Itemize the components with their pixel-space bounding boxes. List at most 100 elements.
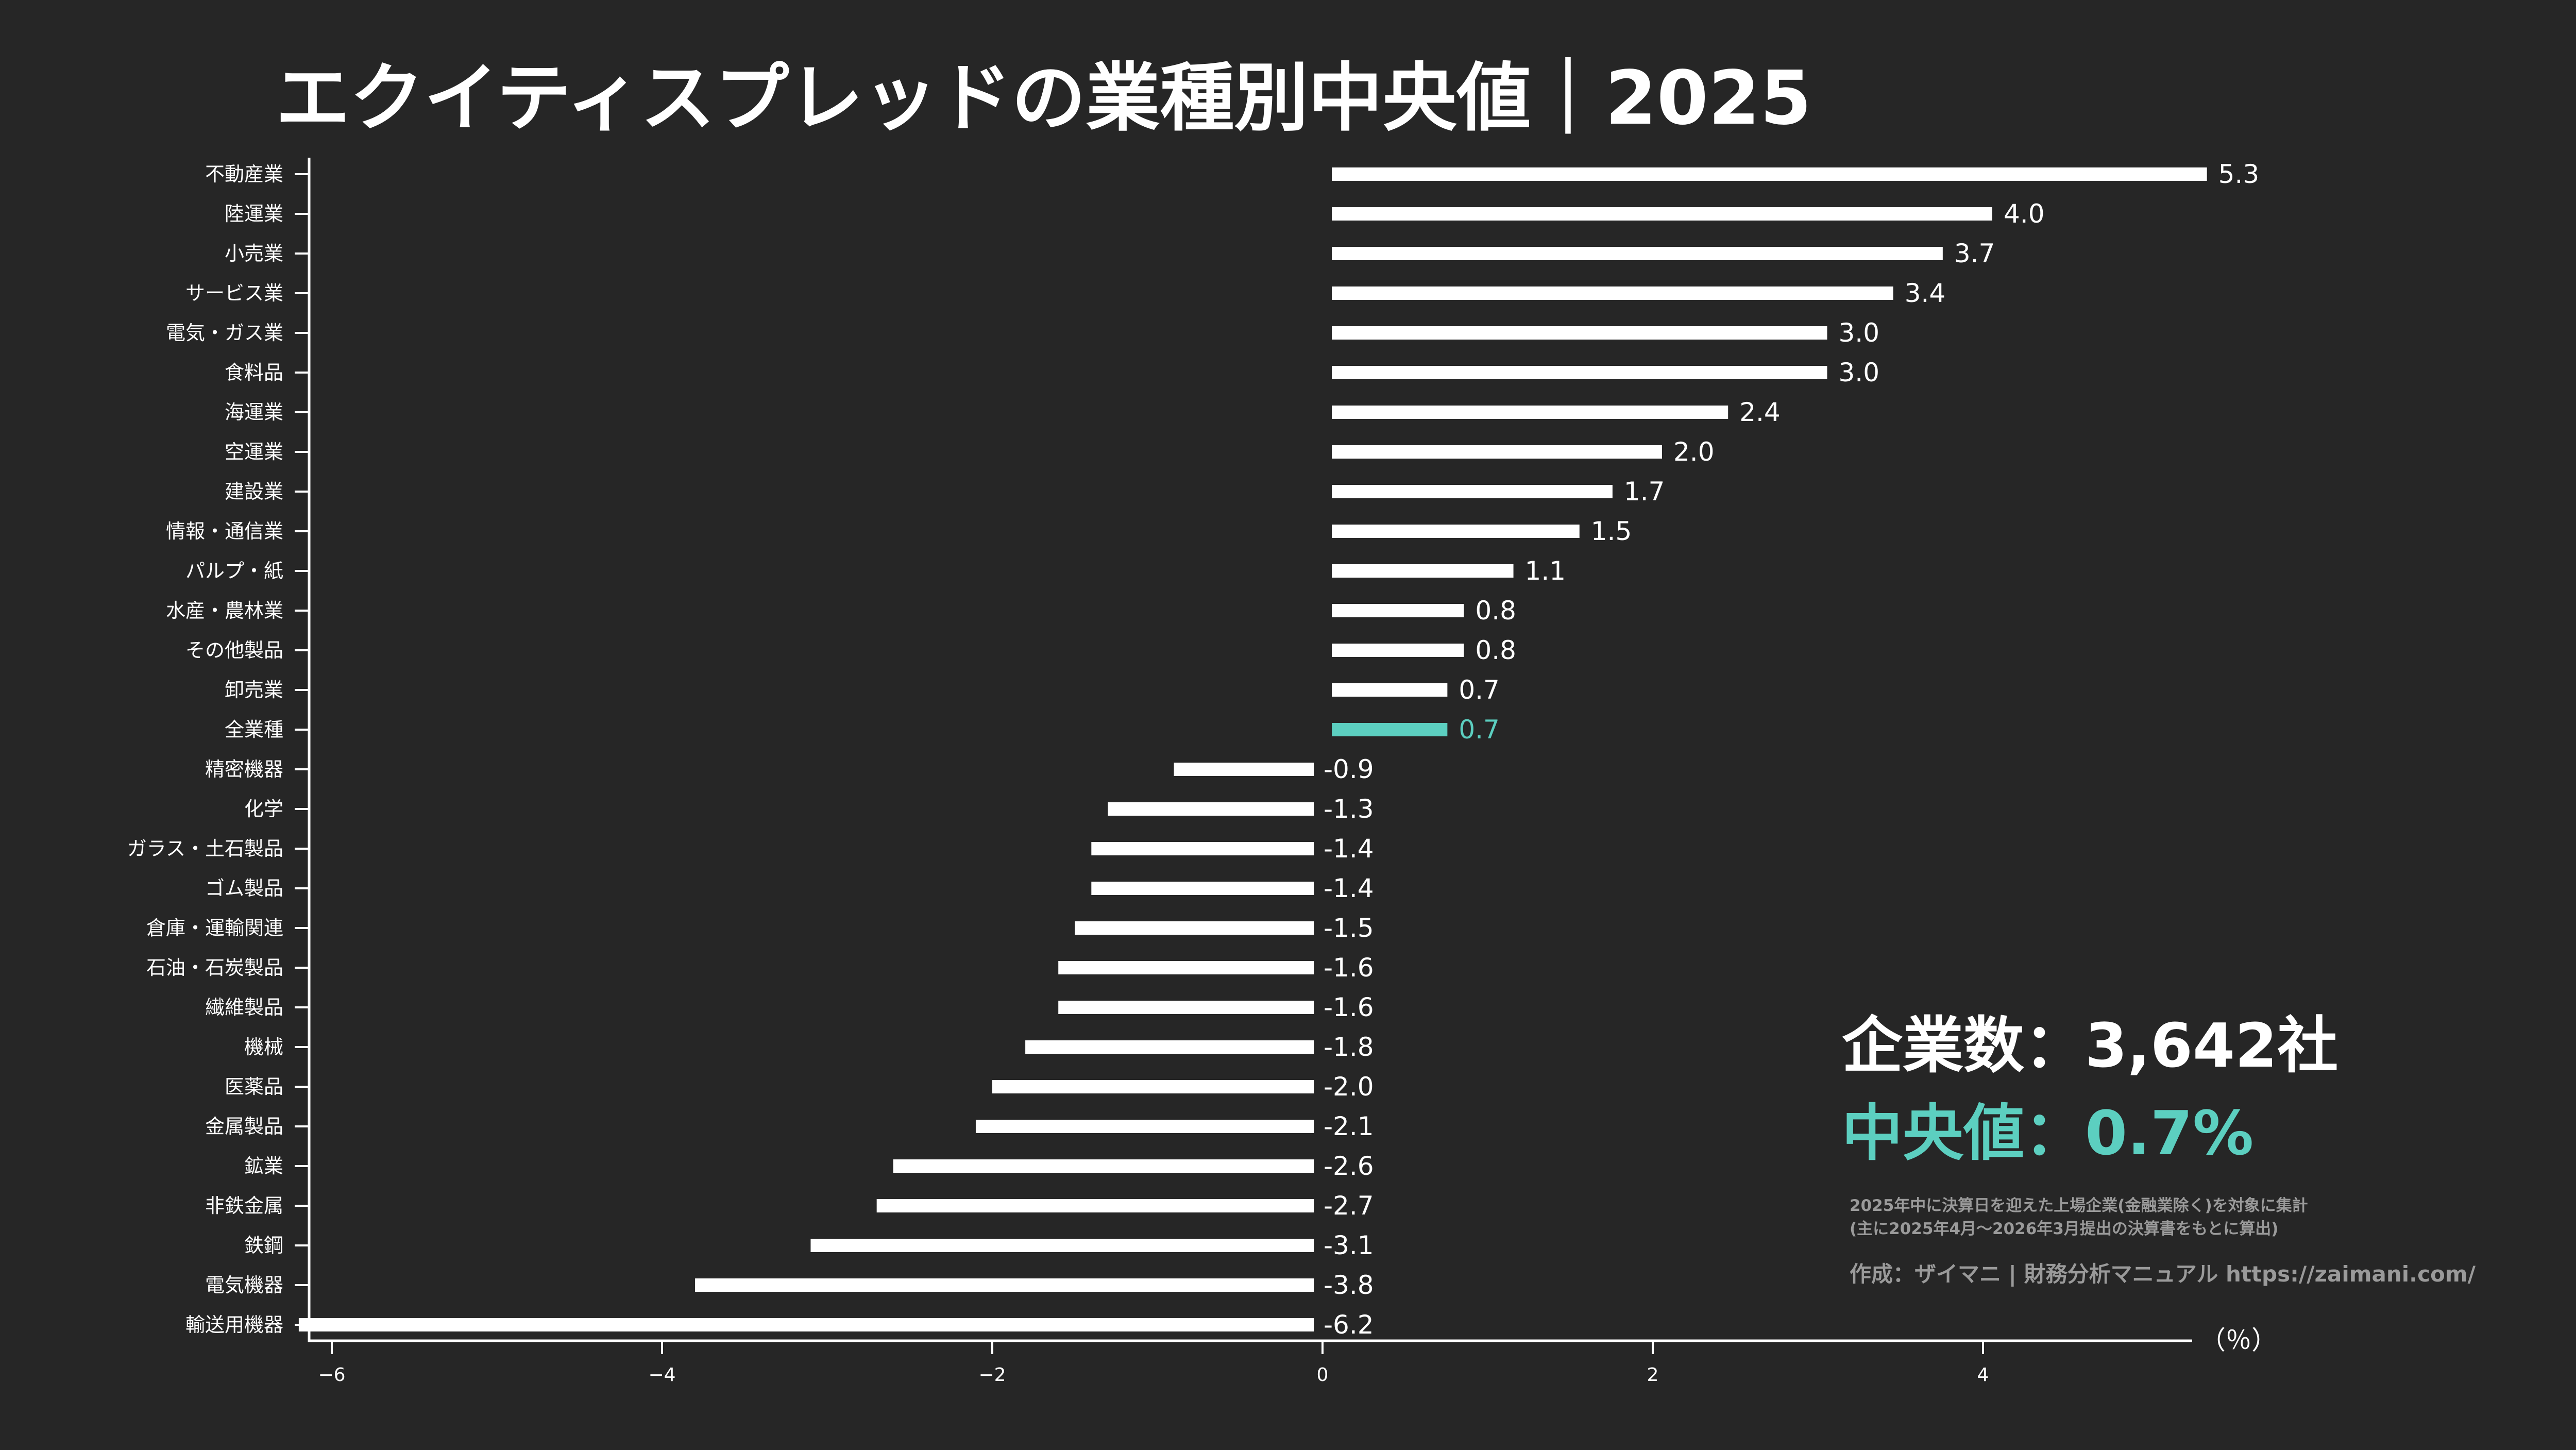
value-label: 3.7 bbox=[1954, 239, 1995, 268]
bar bbox=[893, 1159, 1314, 1173]
bar-row: 電気機器 -3.8 bbox=[205, 1270, 1374, 1300]
bar bbox=[1075, 921, 1314, 935]
bar bbox=[1108, 802, 1314, 816]
bar bbox=[975, 1120, 1314, 1133]
bar-row: その他製品 0.8 bbox=[185, 635, 1516, 665]
note-line-2: (主に2025年4月～2026年3月提出の決算書をもとに算出) bbox=[1850, 1220, 2278, 1238]
bar-row: 機械 -1.8 bbox=[244, 1032, 1374, 1062]
bar bbox=[1025, 1040, 1314, 1054]
x-tick-label: 0 bbox=[1317, 1364, 1329, 1386]
x-tick-label: −6 bbox=[318, 1364, 345, 1386]
bar bbox=[1332, 445, 1662, 459]
category-label: 医薬品 bbox=[225, 1075, 283, 1098]
value-label: 1.5 bbox=[1591, 516, 1632, 546]
value-label: -1.4 bbox=[1324, 834, 1374, 864]
value-label: 0.8 bbox=[1475, 596, 1516, 626]
value-label: -1.6 bbox=[1324, 992, 1374, 1022]
bar bbox=[1091, 842, 1314, 855]
bar bbox=[1332, 167, 2207, 181]
bar-row: 小売業 3.7 bbox=[225, 239, 1995, 268]
value-label: 0.8 bbox=[1475, 635, 1516, 665]
value-label: 2.4 bbox=[1739, 397, 1781, 427]
bar-row: 鉄鋼 -3.1 bbox=[244, 1230, 1374, 1260]
value-label: 4.0 bbox=[2004, 199, 2045, 229]
category-label: 陸運業 bbox=[225, 203, 283, 225]
bar-row: 食料品 3.0 bbox=[225, 358, 1879, 387]
median-value: 中央値：0.7% bbox=[1842, 1098, 2253, 1169]
value-label: -1.5 bbox=[1324, 913, 1374, 943]
bar-row: 輸送用機器 -6.2 bbox=[185, 1310, 1374, 1340]
bar bbox=[298, 1318, 1314, 1331]
category-label: 石油・石炭製品 bbox=[146, 956, 283, 979]
bar bbox=[810, 1239, 1314, 1252]
note-line-1: 2025年中に決算日を迎えた上場企業(金融業除く)を対象に集計 bbox=[1850, 1196, 2308, 1215]
bar-row: 情報・通信業 1.5 bbox=[166, 516, 1632, 546]
category-label: 金属製品 bbox=[205, 1115, 283, 1138]
category-label: ゴム製品 bbox=[205, 877, 283, 900]
bar-row: 陸運業 4.0 bbox=[225, 199, 2045, 229]
bar bbox=[1332, 207, 1992, 221]
bar bbox=[876, 1199, 1314, 1212]
company-count: 企業数：3,642社 bbox=[1842, 1010, 2338, 1081]
category-label: 非鉄金属 bbox=[205, 1194, 283, 1217]
bar-row: 電気・ガス業 3.0 bbox=[166, 318, 1879, 348]
value-label: 3.0 bbox=[1839, 318, 1880, 348]
value-label: 1.7 bbox=[1624, 477, 1665, 507]
bar bbox=[695, 1278, 1314, 1292]
category-label: 機械 bbox=[244, 1036, 283, 1058]
category-label: 繊維製品 bbox=[205, 996, 283, 1019]
category-label: 電気・ガス業 bbox=[166, 322, 283, 344]
value-label: -1.4 bbox=[1324, 873, 1374, 903]
bar-row: 化学 -1.3 bbox=[244, 794, 1374, 824]
bar-row: 金属製品 -2.1 bbox=[205, 1111, 1374, 1141]
x-tick-label: −2 bbox=[978, 1364, 1006, 1386]
bar-row: サービス業 3.4 bbox=[185, 278, 1945, 308]
bar bbox=[1332, 326, 1827, 340]
bar bbox=[1332, 723, 1448, 736]
x-tick-label: −4 bbox=[648, 1364, 675, 1386]
category-label: サービス業 bbox=[185, 282, 283, 305]
bar bbox=[1058, 1001, 1314, 1014]
bar bbox=[1332, 286, 1893, 300]
bar-row: 繊維製品 -1.6 bbox=[205, 992, 1374, 1022]
bar-row: 精密機器 -0.9 bbox=[205, 754, 1374, 784]
bar-row: 医薬品 -2.0 bbox=[225, 1072, 1374, 1102]
bar bbox=[1058, 961, 1314, 974]
bar-row: ゴム製品 -1.4 bbox=[205, 873, 1374, 903]
bar-row: パルプ・紙 1.1 bbox=[185, 556, 1566, 586]
bar bbox=[1332, 525, 1580, 538]
value-label: -1.8 bbox=[1324, 1032, 1374, 1062]
bar bbox=[1332, 683, 1448, 697]
bar-row: ガラス・土石製品 -1.4 bbox=[127, 834, 1374, 864]
bar-row: 全業種 0.7 bbox=[225, 715, 1500, 745]
x-tick-label: 2 bbox=[1647, 1364, 1659, 1386]
bar-row: 海運業 2.4 bbox=[225, 397, 1781, 427]
value-label: -0.9 bbox=[1324, 754, 1374, 784]
category-label: 倉庫・運輸関連 bbox=[146, 917, 283, 939]
bar bbox=[1332, 564, 1514, 578]
value-label: -2.0 bbox=[1324, 1072, 1374, 1102]
bar-row: 卸売業 0.7 bbox=[225, 675, 1500, 705]
category-label: 小売業 bbox=[225, 242, 283, 265]
value-label: -3.1 bbox=[1324, 1230, 1374, 1260]
category-label: 卸売業 bbox=[225, 679, 283, 701]
value-label: 5.3 bbox=[2218, 159, 2260, 189]
category-label: 鉱業 bbox=[244, 1155, 283, 1177]
value-label: 3.4 bbox=[1905, 278, 1946, 308]
category-label: 輸送用機器 bbox=[185, 1313, 283, 1336]
bar-row: 不動産業 5.3 bbox=[205, 159, 2259, 189]
category-label: 食料品 bbox=[225, 361, 283, 384]
bar bbox=[1332, 644, 1464, 657]
bar bbox=[1091, 882, 1314, 895]
chart-title: エクイティスプレッドの業種別中央値｜2025 bbox=[276, 55, 1811, 141]
bar-row: 鉱業 -2.6 bbox=[244, 1151, 1374, 1181]
value-label: 0.7 bbox=[1459, 715, 1500, 745]
category-label: 全業種 bbox=[225, 718, 283, 741]
value-label: -6.2 bbox=[1324, 1310, 1374, 1340]
bar bbox=[1332, 366, 1827, 379]
credit: 作成：ザイマニ | 財務分析マニュアル https://zaimani.com/ bbox=[1850, 1261, 2476, 1287]
value-label: -2.7 bbox=[1324, 1191, 1374, 1221]
bar bbox=[1332, 406, 1728, 419]
category-label: 情報・通信業 bbox=[166, 520, 283, 543]
